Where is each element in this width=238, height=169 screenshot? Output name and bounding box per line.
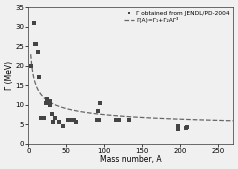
Γ obtained from JENDL/PD-2004	[95, 119, 99, 122]
Γ(A)=Γ₁+Γ₂AΓ³	[127, 116, 129, 118]
X-axis label: Mass number, A: Mass number, A	[100, 155, 162, 164]
Γ obtained from JENDL/PD-2004	[48, 103, 52, 106]
Γ obtained from JENDL/PD-2004	[47, 101, 51, 104]
Legend: Γ obtained from JENDL/PD-2004, Γ(A)=Γ₁+Γ₂AΓ³: Γ obtained from JENDL/PD-2004, Γ(A)=Γ₁+Γ…	[123, 10, 230, 24]
Γ obtained from JENDL/PD-2004	[74, 121, 78, 124]
Γ obtained from JENDL/PD-2004	[176, 127, 180, 129]
Γ obtained from JENDL/PD-2004	[37, 76, 41, 79]
Γ obtained from JENDL/PD-2004	[184, 127, 188, 129]
Γ(A)=Γ₁+Γ₂AΓ³	[139, 116, 142, 118]
Γ obtained from JENDL/PD-2004	[185, 126, 189, 129]
Line: Γ(A)=Γ₁+Γ₂AΓ³: Γ(A)=Γ₁+Γ₂AΓ³	[31, 54, 233, 121]
Γ obtained from JENDL/PD-2004	[39, 117, 42, 120]
Γ obtained from JENDL/PD-2004	[72, 119, 76, 122]
Γ obtained from JENDL/PD-2004	[176, 126, 180, 129]
Γ obtained from JENDL/PD-2004	[176, 125, 180, 127]
Γ obtained from JENDL/PD-2004	[61, 125, 64, 127]
Γ obtained from JENDL/PD-2004	[96, 109, 100, 112]
Γ obtained from JENDL/PD-2004	[118, 119, 121, 122]
Y-axis label: Γ (MeV): Γ (MeV)	[5, 61, 14, 90]
Γ obtained from JENDL/PD-2004	[36, 51, 40, 53]
Γ obtained from JENDL/PD-2004	[34, 43, 38, 46]
Γ(A)=Γ₁+Γ₂AΓ³	[195, 119, 198, 121]
Γ(A)=Γ₁+Γ₂AΓ³	[227, 120, 230, 122]
Γ obtained from JENDL/PD-2004	[48, 99, 52, 102]
Γ obtained from JENDL/PD-2004	[30, 64, 33, 67]
Γ obtained from JENDL/PD-2004	[41, 117, 45, 120]
Γ(A)=Γ₁+Γ₂AΓ³	[150, 117, 153, 119]
Γ(A)=Γ₁+Γ₂AΓ³	[29, 53, 32, 55]
Γ obtained from JENDL/PD-2004	[57, 121, 61, 124]
Γ obtained from JENDL/PD-2004	[176, 127, 180, 130]
Γ obtained from JENDL/PD-2004	[70, 119, 74, 122]
Γ obtained from JENDL/PD-2004	[97, 119, 101, 122]
Γ obtained from JENDL/PD-2004	[176, 126, 180, 128]
Γ obtained from JENDL/PD-2004	[50, 113, 54, 116]
Γ obtained from JENDL/PD-2004	[114, 119, 118, 122]
Γ obtained from JENDL/PD-2004	[66, 119, 70, 122]
Γ obtained from JENDL/PD-2004	[53, 117, 57, 120]
Γ(A)=Γ₁+Γ₂AΓ³	[125, 116, 128, 118]
Γ obtained from JENDL/PD-2004	[127, 119, 131, 122]
Γ obtained from JENDL/PD-2004	[176, 126, 180, 129]
Γ obtained from JENDL/PD-2004	[32, 22, 36, 24]
Γ obtained from JENDL/PD-2004	[51, 121, 55, 124]
Γ obtained from JENDL/PD-2004	[33, 43, 37, 46]
Γ obtained from JENDL/PD-2004	[45, 98, 49, 100]
Γ obtained from JENDL/PD-2004	[99, 101, 102, 104]
Γ obtained from JENDL/PD-2004	[69, 119, 73, 122]
Γ(A)=Γ₁+Γ₂AΓ³	[232, 120, 235, 122]
Γ obtained from JENDL/PD-2004	[42, 117, 45, 120]
Γ obtained from JENDL/PD-2004	[44, 101, 48, 104]
